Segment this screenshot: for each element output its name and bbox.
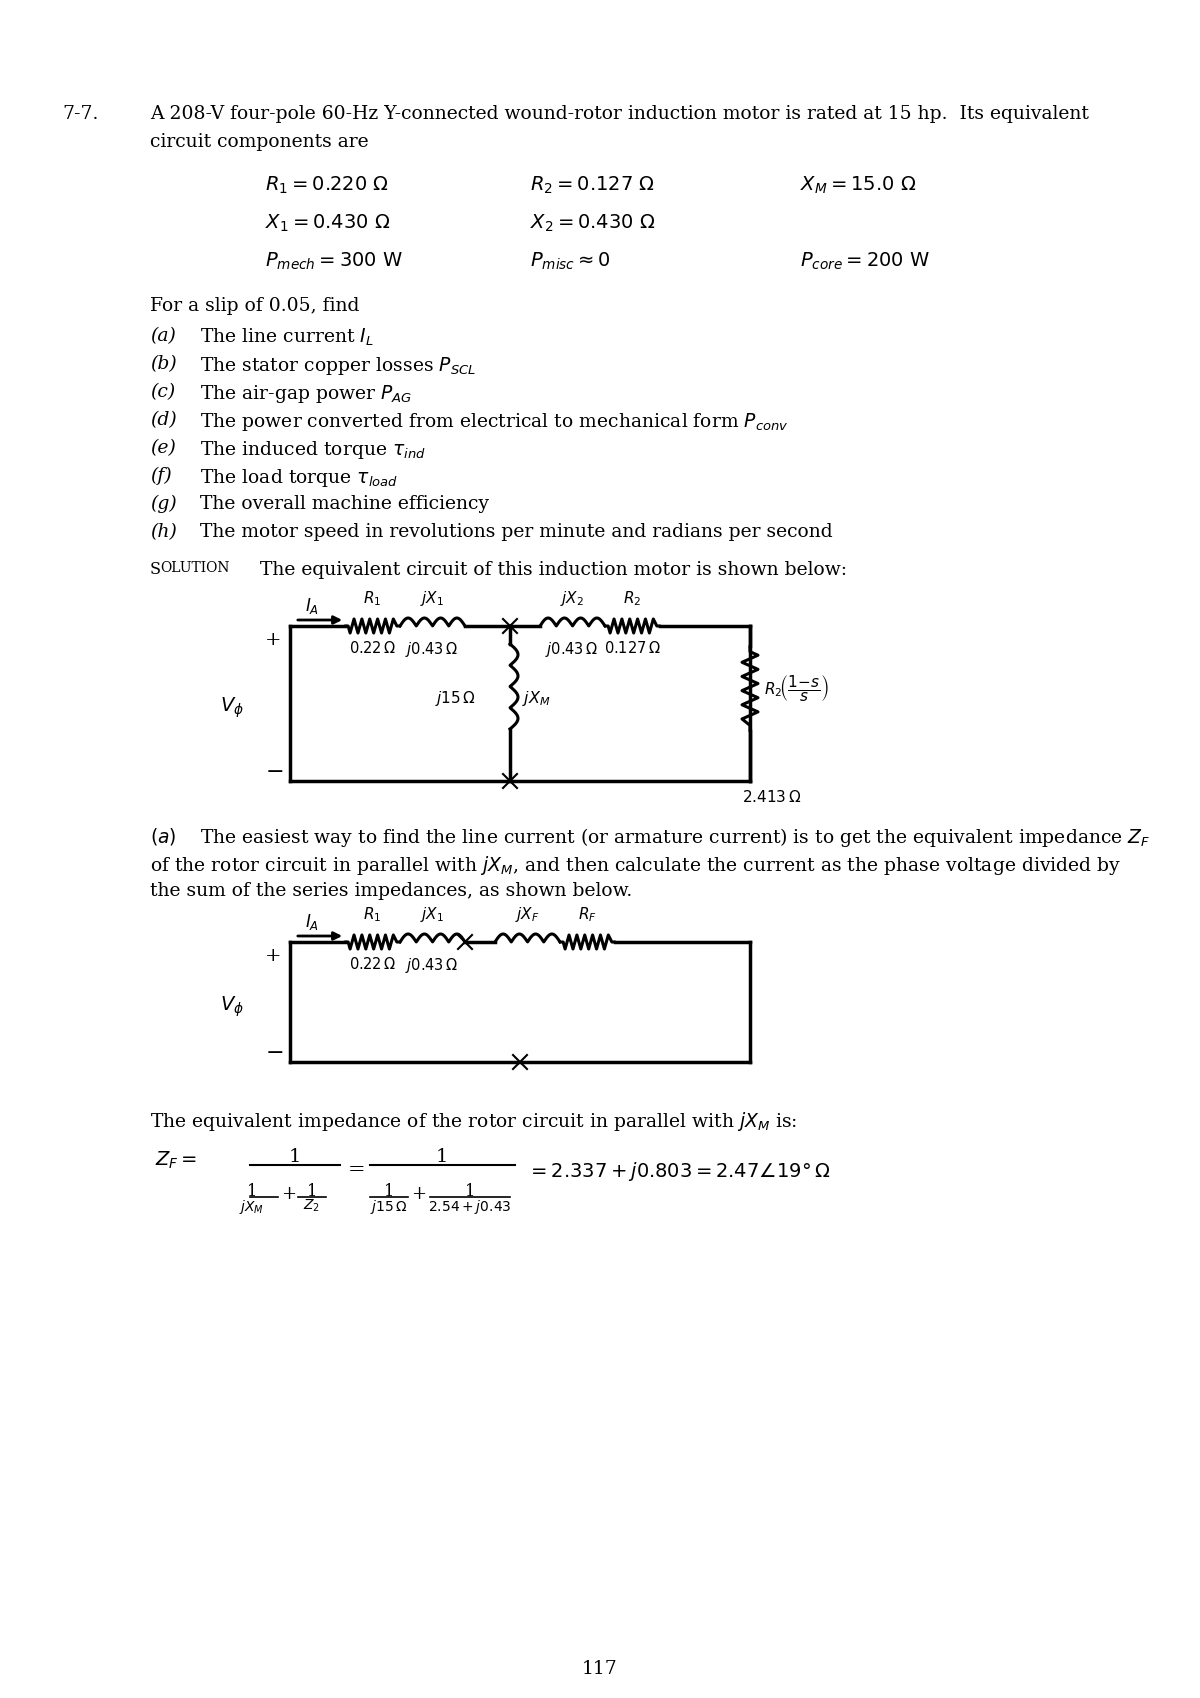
Text: $jX_2$: $jX_2$ [560,589,584,608]
Text: the sum of the series impedances, as shown below.: the sum of the series impedances, as sho… [150,881,632,900]
Text: The equivalent circuit of this induction motor is shown below:: The equivalent circuit of this induction… [248,560,847,579]
Text: $V_{\phi}$: $V_{\phi}$ [220,694,244,720]
Text: 1: 1 [289,1148,301,1167]
Text: $j15\,\Omega$: $j15\,\Omega$ [371,1199,408,1216]
Text: +: + [410,1185,426,1202]
Text: (h): (h) [150,523,176,542]
Text: $R_1$: $R_1$ [362,589,382,608]
Text: (g): (g) [150,496,176,513]
Text: $jX_F$: $jX_F$ [515,905,539,924]
Text: OLUTION: OLUTION [160,560,229,576]
Text: The line current $I_L$: The line current $I_L$ [200,328,374,348]
Text: $jX_M$: $jX_M$ [240,1199,264,1216]
Text: $Z_2$: $Z_2$ [304,1199,320,1214]
Text: +: + [265,947,282,964]
Text: The power converted from electrical to mechanical form $P_{conv}$: The power converted from electrical to m… [200,411,788,433]
Text: $I_A$: $I_A$ [305,912,319,932]
Text: $R_1 = 0.220\ \Omega$: $R_1 = 0.220\ \Omega$ [265,175,389,197]
Text: 1: 1 [247,1184,257,1200]
Text: (d): (d) [150,411,176,430]
Text: (f): (f) [150,467,172,486]
Text: (e): (e) [150,440,176,457]
Text: =: = [348,1160,366,1178]
Text: The stator copper losses $P_{SCL}$: The stator copper losses $P_{SCL}$ [200,355,476,377]
Text: $P_{mech} = 300\ \mathrm{W}$: $P_{mech} = 300\ \mathrm{W}$ [265,251,403,272]
Text: 1: 1 [464,1184,475,1200]
Text: $(a)$: $(a)$ [150,825,176,847]
Text: $P_{core} = 200\ \mathrm{W}$: $P_{core} = 200\ \mathrm{W}$ [800,251,930,272]
Text: $R_2\!\left(\dfrac{1\!-\!s}{s}\right)$: $R_2\!\left(\dfrac{1\!-\!s}{s}\right)$ [764,672,829,703]
Text: $0.22\,\Omega$: $0.22\,\Omega$ [349,956,395,971]
Text: (b): (b) [150,355,176,374]
Text: $X_M = 15.0\ \Omega$: $X_M = 15.0\ \Omega$ [800,175,917,197]
Text: The equivalent impedance of the rotor circuit in parallel with $jX_M$ is:: The equivalent impedance of the rotor ci… [150,1110,797,1133]
Text: $= 2.337 + j0.803 = 2.47\angle 19°\,\Omega$: $= 2.337 + j0.803 = 2.47\angle 19°\,\Ome… [527,1160,830,1184]
Text: $-$: $-$ [265,759,283,781]
Text: The air-gap power $P_{AG}$: The air-gap power $P_{AG}$ [200,384,413,406]
Text: $2.413\,\Omega$: $2.413\,\Omega$ [742,790,802,805]
Text: The induced torque $\tau_{ind}$: The induced torque $\tau_{ind}$ [200,440,426,460]
Text: $P_{misc} \approx 0$: $P_{misc} \approx 0$ [530,251,611,272]
Text: The load torque $\tau_{load}$: The load torque $\tau_{load}$ [200,467,398,489]
Text: $j15\,\Omega$: $j15\,\Omega$ [436,688,476,708]
Text: The motor speed in revolutions per minute and radians per second: The motor speed in revolutions per minut… [200,523,833,542]
Text: $0.22\,\Omega$: $0.22\,\Omega$ [349,640,395,655]
Text: 1: 1 [436,1148,448,1167]
Text: The overall machine efficiency: The overall machine efficiency [200,496,490,513]
Text: $V_{\phi}$: $V_{\phi}$ [220,993,244,1019]
Text: 117: 117 [582,1661,618,1678]
Text: $R_1$: $R_1$ [362,905,382,924]
Text: $0.127\,\Omega$: $0.127\,\Omega$ [604,640,660,655]
Text: 1: 1 [384,1184,394,1200]
Text: $j0.43\,\Omega$: $j0.43\,\Omega$ [406,640,458,659]
Text: $X_2 = 0.430\ \Omega$: $X_2 = 0.430\ \Omega$ [530,212,655,234]
Text: $jX_M$: $jX_M$ [522,688,551,708]
Text: $jX_1$: $jX_1$ [420,589,444,608]
Text: $j0.43\,\Omega$: $j0.43\,\Omega$ [546,640,599,659]
Text: S: S [150,560,161,577]
Text: $X_1 = 0.430\ \Omega$: $X_1 = 0.430\ \Omega$ [265,212,391,234]
Text: (a): (a) [150,328,176,345]
Text: $j0.43\,\Omega$: $j0.43\,\Omega$ [406,956,458,975]
Text: $R_2$: $R_2$ [623,589,641,608]
Text: of the rotor circuit in parallel with $jX_M$, and then calculate the current as : of the rotor circuit in parallel with $j… [150,854,1121,876]
Text: $R_2 = 0.127\ \Omega$: $R_2 = 0.127\ \Omega$ [530,175,655,197]
Text: +: + [281,1185,296,1202]
Text: $-$: $-$ [265,1039,283,1061]
Text: 7-7.: 7-7. [62,105,98,122]
Text: +: + [265,632,282,649]
Text: $jX_1$: $jX_1$ [420,905,444,924]
Text: $Z_F =$: $Z_F =$ [155,1150,197,1170]
Text: (c): (c) [150,384,175,401]
Text: $2.54 + j0.43$: $2.54 + j0.43$ [428,1199,511,1216]
Text: $R_F$: $R_F$ [577,905,596,924]
Text: For a slip of 0.05, find: For a slip of 0.05, find [150,297,359,316]
Text: 1: 1 [307,1184,317,1200]
Text: $I_A$: $I_A$ [305,596,319,616]
Text: The easiest way to find the line current (or armature current) is to get the equ: The easiest way to find the line current… [200,825,1151,849]
Text: A 208-V four-pole 60-Hz Y-connected wound-rotor induction motor is rated at 15 h: A 208-V four-pole 60-Hz Y-connected woun… [150,105,1088,122]
Text: circuit components are: circuit components are [150,132,368,151]
